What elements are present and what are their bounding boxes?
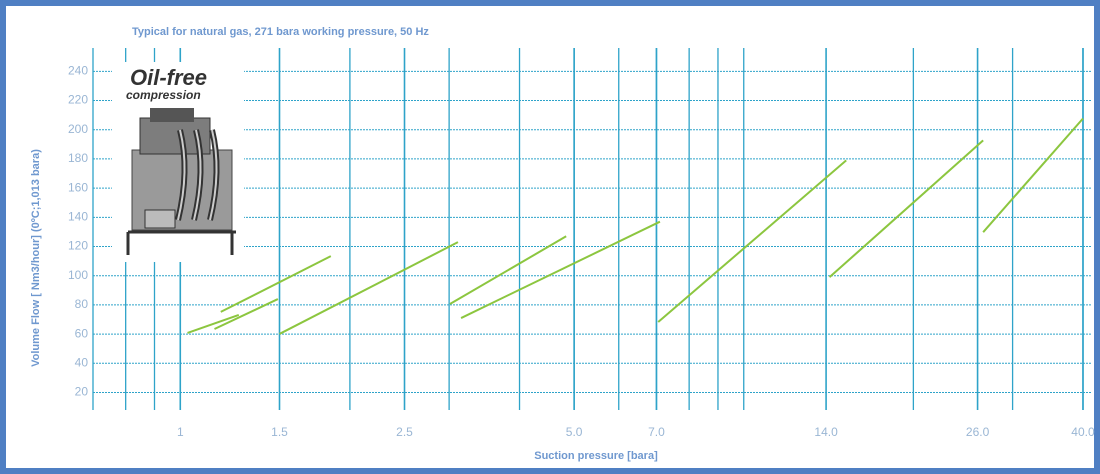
y-tick-label: 220 bbox=[68, 93, 88, 107]
y-tick-label: 120 bbox=[68, 239, 88, 253]
series-line bbox=[449, 235, 567, 305]
x-tick-label: 40.0 bbox=[1071, 425, 1095, 439]
series-line bbox=[460, 220, 661, 319]
logo-subtitle: compression bbox=[126, 88, 201, 102]
chart-title: Typical for natural gas, 271 bara workin… bbox=[132, 26, 429, 38]
series-line bbox=[279, 241, 459, 335]
logo-title: Oil-free bbox=[130, 65, 207, 90]
y-axis-label: Volume Flow [ Nm3/hour] (0ºC;1,013 bara) bbox=[30, 149, 42, 367]
series-line bbox=[220, 255, 332, 313]
x-axis-label: Suction pressure [bara] bbox=[534, 450, 658, 462]
y-tick-label: 60 bbox=[75, 326, 89, 340]
y-tick-label: 160 bbox=[68, 180, 88, 194]
series-line bbox=[828, 139, 984, 278]
y-tick-label: 240 bbox=[68, 64, 88, 78]
x-tick-label: 5.0 bbox=[566, 425, 583, 439]
grid bbox=[92, 48, 1092, 410]
x-tick-label: 14.0 bbox=[814, 425, 838, 439]
y-tick-label: 180 bbox=[68, 151, 88, 165]
product-image bbox=[112, 62, 244, 262]
x-tick-label: 26.0 bbox=[966, 425, 990, 439]
y-tick-label: 200 bbox=[68, 122, 88, 136]
x-tick-label: 7.0 bbox=[648, 425, 665, 439]
y-tick-label: 80 bbox=[75, 297, 89, 311]
x-tick-label: 1.5 bbox=[271, 425, 288, 439]
y-tick-label: 140 bbox=[68, 209, 88, 223]
x-tick-label: 2.5 bbox=[396, 425, 413, 439]
series-line bbox=[187, 314, 240, 334]
y-tick-label: 20 bbox=[75, 385, 89, 399]
series-line bbox=[657, 159, 847, 323]
series-line bbox=[214, 298, 279, 330]
y-tick-label: 100 bbox=[68, 268, 88, 282]
x-tick-label: 1 bbox=[177, 425, 184, 439]
series-line bbox=[982, 117, 1084, 233]
y-tick-label: 40 bbox=[75, 355, 89, 369]
